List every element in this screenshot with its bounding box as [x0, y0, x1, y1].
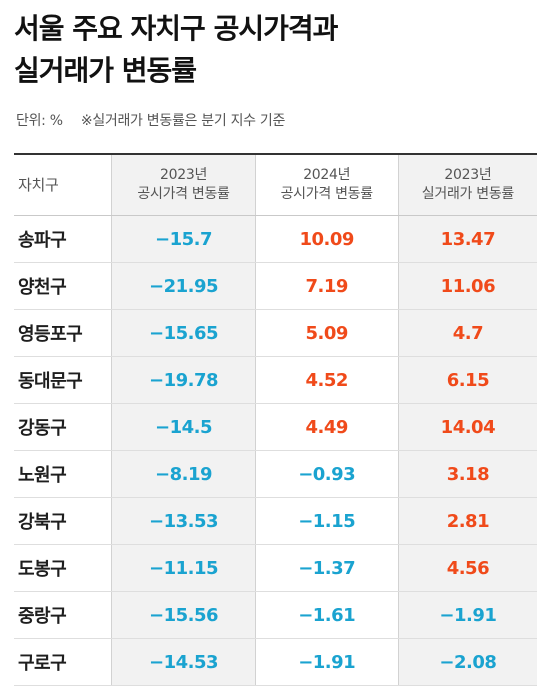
- header-2023-real-transaction: 2023년 실거래가 변동률: [397, 155, 537, 215]
- table-row: 영등포구 −15.65 5.09 4.7: [14, 310, 537, 357]
- table-row: 동대문구 −19.78 4.52 6.15: [14, 357, 537, 404]
- table-row: 노원구 −8.19 −0.93 3.18: [14, 451, 537, 498]
- public-price-2023-cell: −13.53: [111, 498, 255, 544]
- real-transaction-2023-cell: 4.56: [397, 545, 537, 591]
- real-transaction-2023-cell: 2.81: [397, 498, 537, 544]
- header-2023-public-price: 2023년 공시가격 변동률: [111, 155, 255, 215]
- public-price-2023-cell: −14.5: [111, 404, 255, 450]
- chart-title-line-1: 서울 주요 자치구 공시가격과: [14, 12, 338, 45]
- real-transaction-2023-cell: 6.15: [397, 357, 537, 403]
- real-transaction-2023-cell: −1.91: [397, 592, 537, 638]
- public-price-2023-cell: −15.7: [111, 216, 255, 262]
- real-transaction-2023-cell: −2.08: [397, 639, 537, 685]
- public-price-2024-cell: 10.09: [254, 216, 398, 262]
- district-cell: 중랑구: [18, 606, 67, 627]
- public-price-2023-cell: −15.65: [111, 310, 255, 356]
- public-price-2024-cell: 4.52: [254, 357, 398, 403]
- public-price-2023-cell: −8.19: [111, 451, 255, 497]
- header-district: 자치구: [14, 155, 111, 215]
- public-price-2024-cell: −1.15: [254, 498, 398, 544]
- header-2023-real-transaction-year: 2023년: [444, 167, 492, 183]
- district-cell: 도봉구: [18, 559, 67, 580]
- district-cell: 동대문구: [18, 371, 83, 392]
- header-district-label: 자치구: [18, 175, 59, 194]
- table-row: 중랑구 −15.56 −1.61 −1.91: [14, 592, 537, 639]
- real-transaction-2023-cell: 14.04: [397, 404, 537, 450]
- district-cell: 양천구: [18, 277, 67, 298]
- public-price-2024-cell: 4.49: [254, 404, 398, 450]
- public-price-2024-cell: −1.61: [254, 592, 398, 638]
- public-price-2023-cell: −21.95: [111, 263, 255, 309]
- table-row: 강동구 −14.5 4.49 14.04: [14, 404, 537, 451]
- district-cell: 노원구: [18, 465, 67, 486]
- header-2023-public-price-year: 2023년: [160, 167, 208, 183]
- header-2023-real-transaction-label: 실거래가 변동률: [421, 186, 515, 202]
- real-transaction-2023-cell: 11.06: [397, 263, 537, 309]
- table-row: 강북구 −13.53 −1.15 2.81: [14, 498, 537, 545]
- district-cell: 구로구: [18, 653, 67, 674]
- public-price-2023-cell: −15.56: [111, 592, 255, 638]
- table-row: 송파구 −15.7 10.09 13.47: [14, 216, 537, 263]
- unit-label: 단위: %: [16, 113, 63, 129]
- public-price-2024-cell: 5.09: [254, 310, 398, 356]
- table-header-row: 자치구 2023년 공시가격 변동률 2024년 공시가격 변동률 2023년 …: [14, 155, 537, 216]
- district-cell: 강동구: [18, 418, 67, 439]
- chart-title: 서울 주요 자치구 공시가격과 실거래가 변동률: [14, 8, 534, 92]
- public-price-2024-cell: 7.19: [254, 263, 398, 309]
- public-price-2023-cell: −14.53: [111, 639, 255, 685]
- table-row: 도봉구 −11.15 −1.37 4.56: [14, 545, 537, 592]
- public-price-2023-cell: −19.78: [111, 357, 255, 403]
- public-price-2023-cell: −11.15: [111, 545, 255, 591]
- header-2024-public-price-label: 공시가격 변동률: [280, 186, 374, 202]
- real-transaction-2023-cell: 3.18: [397, 451, 537, 497]
- data-table: 자치구 2023년 공시가격 변동률 2024년 공시가격 변동률 2023년 …: [14, 153, 537, 686]
- header-2023-public-price-label: 공시가격 변동률: [137, 186, 230, 202]
- table-row: 구로구 −14.53 −1.91 −2.08: [14, 639, 537, 686]
- public-price-2024-cell: −1.37: [254, 545, 398, 591]
- district-cell: 강북구: [18, 512, 67, 533]
- real-transaction-2023-cell: 4.7: [397, 310, 537, 356]
- footnote-label: ※실거래가 변동률은 분기 지수 기준: [80, 113, 286, 129]
- public-price-2024-cell: −1.91: [254, 639, 398, 685]
- public-price-2024-cell: −0.93: [254, 451, 398, 497]
- header-2024-public-price: 2024년 공시가격 변동률: [254, 155, 398, 215]
- real-transaction-2023-cell: 13.47: [397, 216, 537, 262]
- chart-title-line-2: 실거래가 변동률: [14, 54, 197, 87]
- district-cell: 송파구: [18, 230, 67, 251]
- header-2024-public-price-year: 2024년: [303, 167, 351, 183]
- district-cell: 영등포구: [18, 324, 83, 345]
- unit-note-line: 단위: % ※실거래가 변동률은 분기 지수 기준: [16, 110, 299, 130]
- table-row: 양천구 −21.95 7.19 11.06: [14, 263, 537, 310]
